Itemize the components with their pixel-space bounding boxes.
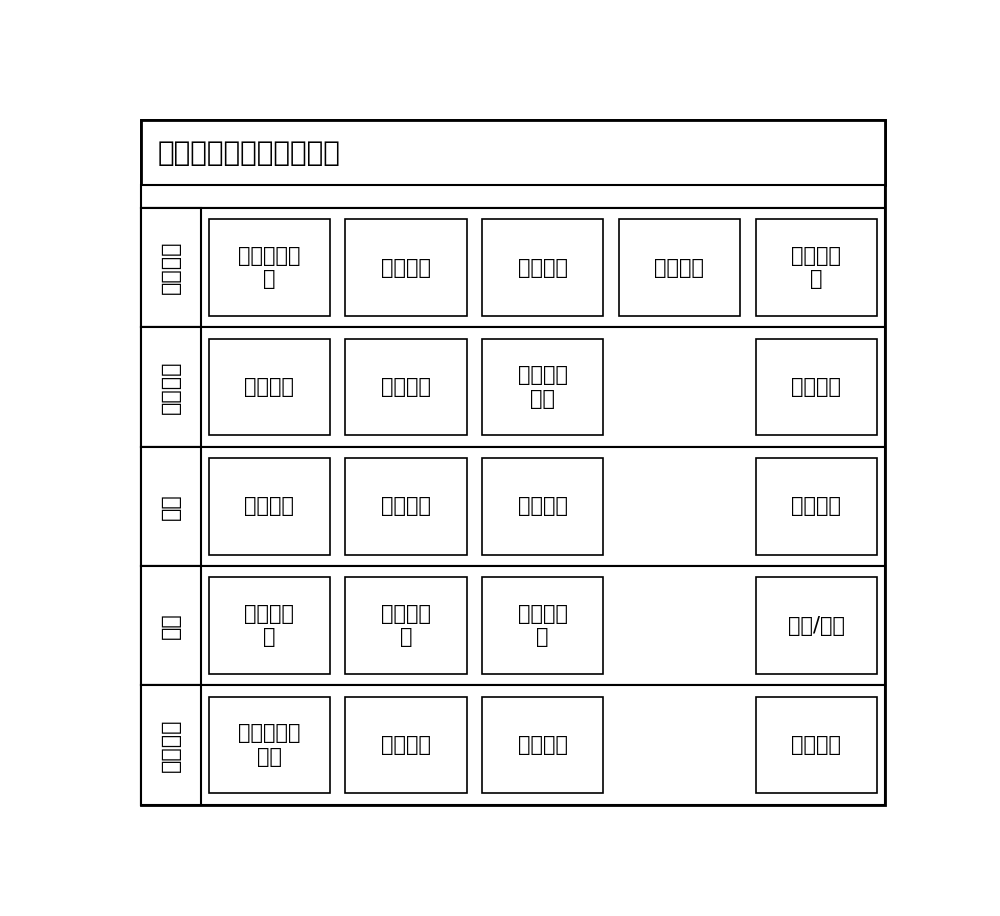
Bar	[140, 685, 885, 804]
Text: 载波幅度: 载波幅度	[381, 496, 431, 517]
Bar	[140, 566, 885, 685]
Bar	[619, 219, 740, 316]
Bar	[345, 458, 467, 555]
Text: 输入电压: 输入电压	[381, 257, 431, 278]
Bar	[482, 458, 603, 555]
Bar	[140, 208, 885, 327]
Text: 调制波形: 调制波形	[518, 735, 568, 755]
Text: 最佳频率: 最佳频率	[791, 377, 841, 397]
Text: 载波相位: 载波相位	[791, 496, 841, 517]
Text: 发送方式: 发送方式	[244, 377, 294, 397]
Bar	[140, 447, 201, 566]
Bar	[140, 327, 885, 447]
Bar	[140, 327, 201, 447]
Bar	[482, 339, 603, 435]
Bar	[482, 219, 603, 316]
Bar	[140, 185, 885, 208]
Bar	[756, 696, 877, 793]
Bar	[482, 577, 603, 674]
Bar	[209, 219, 330, 316]
Bar	[345, 577, 467, 674]
Bar	[345, 219, 467, 316]
Text: 信道增益
值: 信道增益 值	[791, 246, 841, 289]
Text: 比较器设
置: 比较器设 置	[244, 604, 294, 648]
Bar	[756, 339, 877, 435]
Bar	[209, 458, 330, 555]
Text: 载波类型: 载波类型	[244, 496, 294, 517]
Text: 输入频率: 输入频率	[518, 257, 568, 278]
Text: 基带波形: 基带波形	[381, 735, 431, 755]
Text: 基带波形: 基带波形	[161, 360, 181, 414]
Text: 信道容量: 信道容量	[654, 257, 704, 278]
Bar	[756, 577, 877, 674]
Text: 载波频率: 载波频率	[518, 496, 568, 517]
Bar	[209, 696, 330, 793]
Text: 信道测量: 信道测量	[161, 241, 181, 294]
Text: 波形显示: 波形显示	[161, 718, 181, 772]
Text: 码元速率: 码元速率	[381, 377, 431, 397]
Bar	[140, 566, 201, 685]
Text: 码元持续
时间: 码元持续 时间	[518, 365, 568, 409]
Text: 设置传输距
离: 设置传输距 离	[238, 246, 301, 289]
Text: 放大器设
置: 放大器设 置	[518, 604, 568, 648]
Text: 解调波形: 解调波形	[791, 735, 841, 755]
Text: 滤波器设
置: 滤波器设 置	[381, 604, 431, 648]
Text: 信道幅频特
性图: 信道幅频特 性图	[238, 724, 301, 767]
Bar	[345, 696, 467, 793]
Text: 调制: 调制	[161, 493, 181, 519]
Bar	[756, 219, 877, 316]
Bar	[209, 339, 330, 435]
Bar	[140, 685, 201, 804]
Bar	[140, 121, 885, 185]
Text: 虚拟仪器上位机界面样本: 虚拟仪器上位机界面样本	[158, 139, 340, 167]
Bar	[345, 339, 467, 435]
Bar	[140, 208, 201, 327]
Text: 解调: 解调	[161, 612, 181, 639]
Bar	[482, 696, 603, 793]
Bar	[756, 458, 877, 555]
Bar	[209, 577, 330, 674]
Bar	[140, 447, 885, 566]
Text: 鉴频/鉴相: 鉴频/鉴相	[788, 616, 845, 636]
